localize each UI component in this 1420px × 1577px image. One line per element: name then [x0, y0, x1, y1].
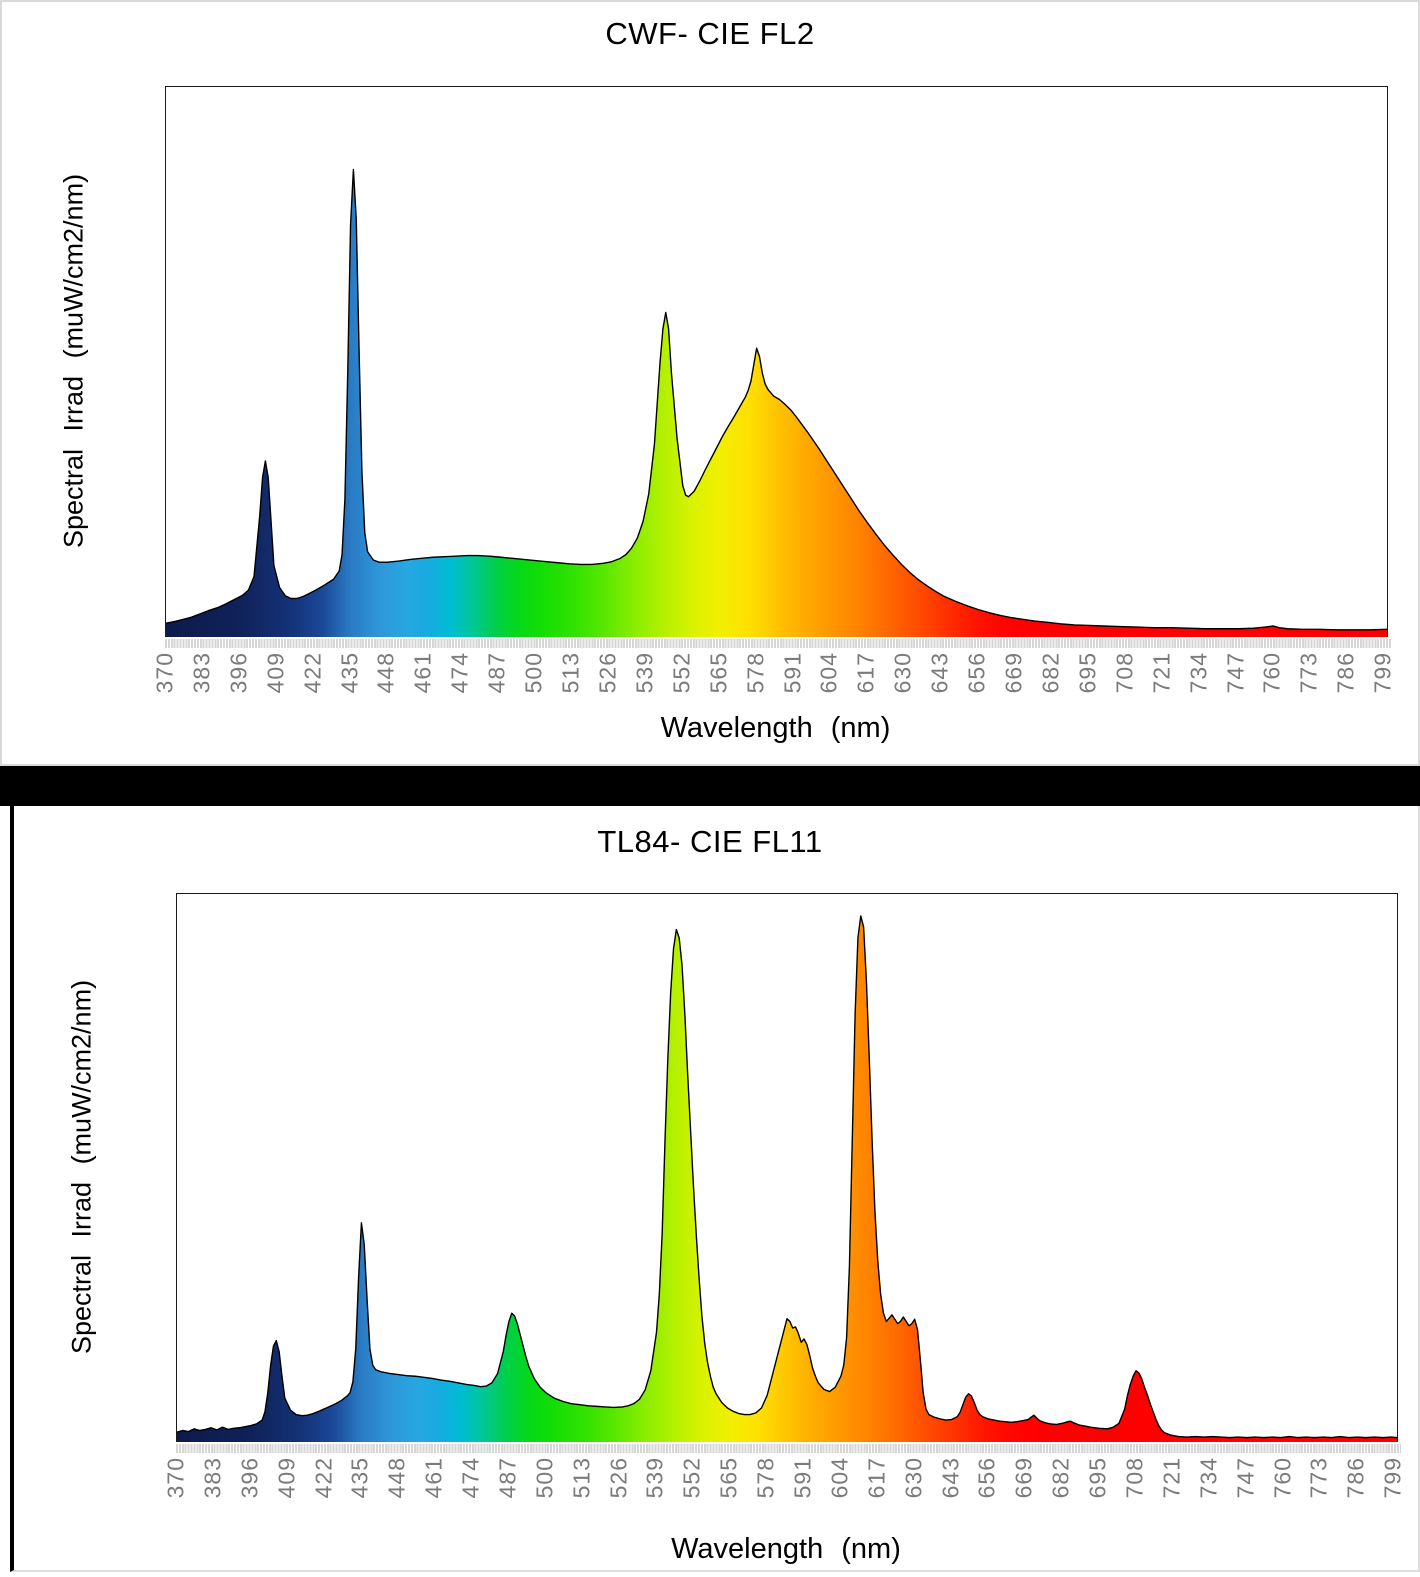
- plot-area: [165, 86, 1388, 637]
- x-tick-label: 773: [1295, 652, 1322, 694]
- chart-title: TL84- CIE FL11: [597, 824, 823, 859]
- x-tick-label: 513: [568, 1457, 595, 1499]
- x-tick-label: 539: [641, 1457, 668, 1499]
- x-tick-label: 552: [678, 1457, 705, 1499]
- chart-title: CWF- CIE FL2: [605, 16, 815, 51]
- x-tick-label: 695: [1084, 1457, 1111, 1499]
- x-tick-label: 422: [299, 652, 326, 694]
- x-tick-label: 422: [310, 1457, 337, 1499]
- x-axis-tick-labels: 370 383 396 409 422 435 448 461 474 487 500 513 526 5…: [163, 1457, 1406, 1542]
- panel-separator-band: [0, 766, 1420, 806]
- x-tick-label: 721: [1158, 1457, 1185, 1499]
- x-tick-label: 591: [779, 652, 806, 694]
- x-tick-label: 747: [1222, 652, 1248, 694]
- x-tick-label: 526: [605, 1457, 632, 1499]
- x-tick-label: 643: [926, 652, 953, 694]
- x-tick-label: 604: [815, 652, 842, 694]
- x-axis-tick-band: [165, 639, 1391, 648]
- x-tick-label: 682: [1037, 652, 1064, 694]
- x-tick-label: 591: [789, 1457, 816, 1499]
- x-tick-label: 799: [1379, 1457, 1406, 1499]
- x-tick-label: 513: [557, 652, 584, 694]
- x-tick-label: 565: [715, 1457, 742, 1499]
- x-tick-label: 461: [409, 652, 436, 694]
- x-tick-label: 370: [162, 1457, 189, 1499]
- x-tick-label: 669: [1000, 652, 1027, 694]
- x-tick-label: 370: [151, 652, 178, 694]
- x-tick-label: 383: [188, 652, 215, 694]
- x-axis-title: Wavelength (nm): [660, 712, 891, 744]
- x-tick-label: 500: [531, 1457, 558, 1499]
- y-axis-title: Spectral Irrad (muW/cm2/nm): [66, 979, 97, 1355]
- x-tick-label: 435: [336, 652, 363, 694]
- x-tick-label: 396: [236, 1457, 263, 1499]
- x-tick-label: 539: [631, 652, 658, 694]
- x-tick-label: 786: [1332, 652, 1359, 694]
- x-tick-label: 474: [457, 1457, 484, 1499]
- x-axis-title: Wavelength (nm): [671, 1533, 901, 1565]
- x-tick-label: 435: [346, 1457, 373, 1499]
- x-tick-label: 487: [494, 1457, 521, 1499]
- spectral-irradiance-curve: [177, 894, 1397, 1442]
- x-tick-label: 708: [1111, 652, 1138, 694]
- x-tick-label: 760: [1269, 1457, 1295, 1499]
- x-axis-tick-band: [176, 1444, 1401, 1453]
- x-tick-label: 448: [372, 652, 399, 694]
- x-tick-label: 617: [863, 1457, 890, 1499]
- x-tick-label: 448: [383, 1457, 410, 1499]
- x-tick-label: 409: [273, 1457, 300, 1499]
- x-tick-label: 487: [483, 652, 510, 694]
- plot-area: [176, 893, 1398, 1442]
- x-tick-label: 669: [1010, 1457, 1037, 1499]
- tl84-cie-fl11-chart: TL84- CIE FL11 Spectral Irrad (muW/cm2/n…: [0, 808, 1420, 1577]
- x-tick-label: 656: [963, 652, 990, 694]
- x-tick-label: 630: [889, 652, 916, 694]
- x-tick-label: 656: [973, 1457, 1000, 1499]
- spectrum-fill: [166, 169, 1387, 637]
- cwf-cie-fl2-chart: CWF- CIE FL2 Spectral Irrad (muW/cm2/nm)…: [0, 0, 1420, 768]
- x-tick-label: 474: [446, 652, 473, 694]
- spectral-irradiance-curve: [166, 87, 1387, 637]
- x-tick-label: 500: [520, 652, 547, 694]
- x-tick-label: 734: [1185, 652, 1212, 694]
- x-tick-label: 578: [752, 1457, 779, 1499]
- x-tick-label: 409: [262, 652, 289, 694]
- curve-outline: [166, 170, 1387, 630]
- x-tick-label: 396: [225, 652, 252, 694]
- x-tick-label: 617: [852, 652, 879, 694]
- x-tick-label: 695: [1074, 652, 1101, 694]
- x-tick-label: 760: [1258, 652, 1285, 694]
- x-tick-label: 682: [1047, 1457, 1074, 1499]
- y-axis-title: Spectral Irrad (muW/cm2/nm): [58, 173, 89, 549]
- x-tick-label: 565: [705, 652, 732, 694]
- x-tick-label: 786: [1342, 1457, 1369, 1499]
- x-tick-label: 773: [1305, 1457, 1332, 1499]
- x-tick-label: 799: [1369, 652, 1396, 694]
- curve-outline: [177, 916, 1397, 1438]
- x-tick-label: 552: [668, 652, 695, 694]
- spectrum-fill: [177, 915, 1397, 1442]
- x-tick-label: 604: [826, 1457, 853, 1499]
- x-tick-label: 630: [900, 1457, 927, 1499]
- x-tick-label: 708: [1121, 1457, 1148, 1499]
- x-tick-label: 747: [1232, 1457, 1259, 1499]
- x-tick-label: 721: [1148, 652, 1175, 694]
- x-tick-label: 461: [420, 1457, 447, 1499]
- x-tick-label: 734: [1195, 1457, 1222, 1499]
- x-tick-label: 383: [199, 1457, 226, 1499]
- x-tick-label: 643: [937, 1457, 964, 1499]
- x-tick-label: 526: [594, 652, 621, 694]
- x-tick-label: 578: [742, 652, 769, 694]
